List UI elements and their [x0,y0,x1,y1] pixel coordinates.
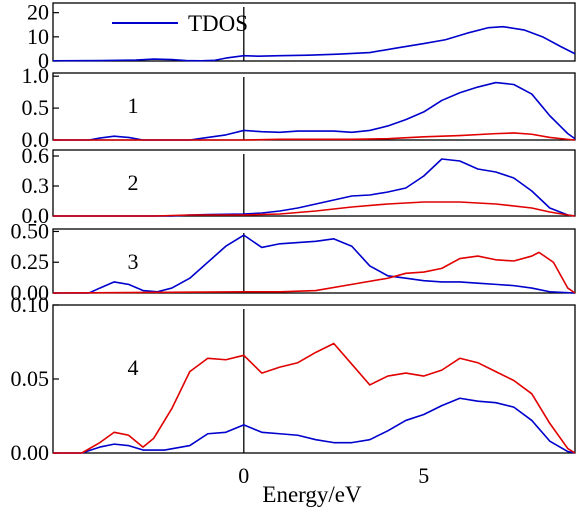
y-tick-label: 20 [27,0,49,25]
series-line-blue [53,158,576,217]
series-line-tdos [52,25,576,62]
series-line-red [53,201,576,217]
panel-2: 0.0 0.5 1.0 1 [22,63,576,152]
y-tick-label: 0.6 [22,143,50,168]
series-line-blue [53,81,576,141]
panel-5: 0.00 0.05 0.10 4 [11,292,576,465]
series-line-red [52,251,576,294]
legend-label-tdos: TDOS [188,11,248,36]
panel-label: 3 [128,249,139,274]
series-line-red [53,342,576,454]
y-tick-label: 1.0 [22,63,50,88]
legend: TDOS [112,11,248,36]
panel-label: 1 [128,93,139,118]
series-line-blue [53,234,576,294]
panel-label: 2 [128,170,139,195]
y-tick-label: 0.00 [11,280,50,305]
y-tick-label: 0.0 [22,203,50,228]
panel-label: 4 [128,355,139,380]
y-tick-label: 0.5 [22,95,50,120]
y-tick-label: 0 [38,48,49,73]
x-tick-label: 5 [418,463,429,488]
panel-3: 0.0 0.3 0.6 2 [22,143,576,228]
series-line-red [53,132,576,141]
panel-frame [52,228,576,294]
series-line-blue [53,397,576,454]
y-tick-label: 0.3 [22,173,50,198]
y-tick-label: 0.0 [22,127,50,152]
panel-4: 0.00 0.25 0.50 3 [11,218,576,305]
panels-layer: 010200.00.51.010.00.30.620.000.250.5030.… [11,0,576,465]
x-tick-label: 0 [238,463,249,488]
y-tick-label: 0.00 [11,440,50,465]
panel-frame [52,2,576,62]
y-tick-label: 0.25 [11,249,50,274]
y-tick-label: 0.10 [11,292,50,317]
panel-frame [52,149,576,217]
x-axis-title: Energy/eV [262,482,362,507]
y-tick-label: 10 [27,24,49,49]
y-tick-label: 0.05 [11,366,50,391]
y-tick-label: 0.50 [11,218,50,243]
